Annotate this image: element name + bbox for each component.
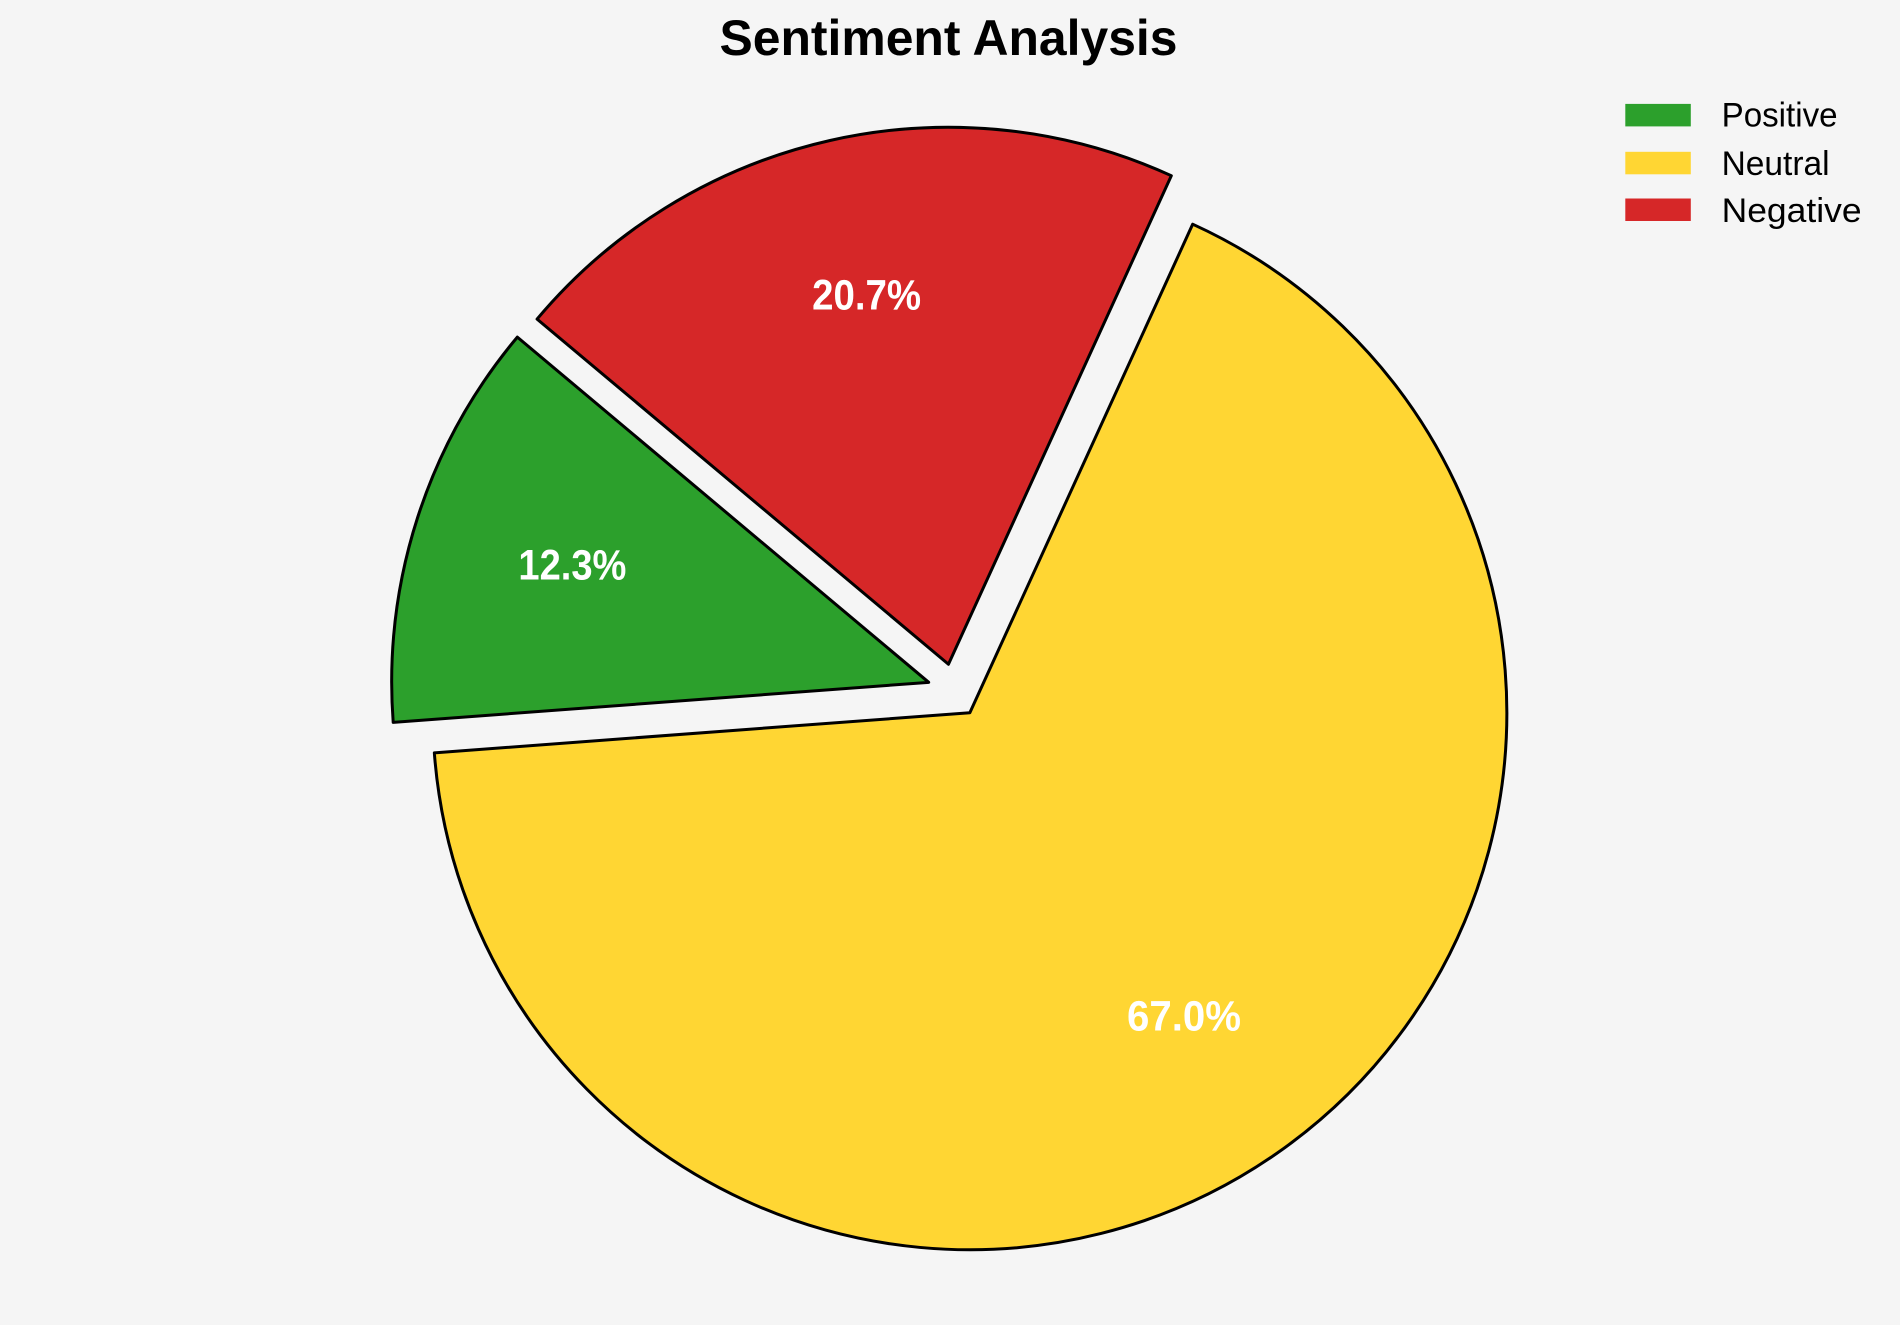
svg-text:12.3%: 12.3%	[518, 541, 626, 589]
svg-text:67.0%: 67.0%	[1127, 993, 1241, 1041]
svg-text:Neutral: Neutral	[1722, 145, 1830, 183]
svg-text:Sentiment Analysis: Sentiment Analysis	[720, 10, 1178, 66]
svg-text:Positive: Positive	[1722, 97, 1838, 135]
svg-text:20.7%: 20.7%	[812, 271, 921, 319]
svg-text:Negative: Negative	[1722, 192, 1862, 230]
